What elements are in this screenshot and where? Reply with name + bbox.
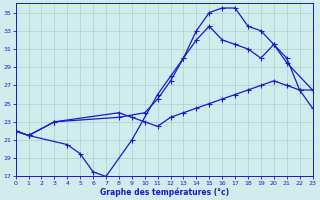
X-axis label: Graphe des températures (°c): Graphe des températures (°c) [100,187,229,197]
